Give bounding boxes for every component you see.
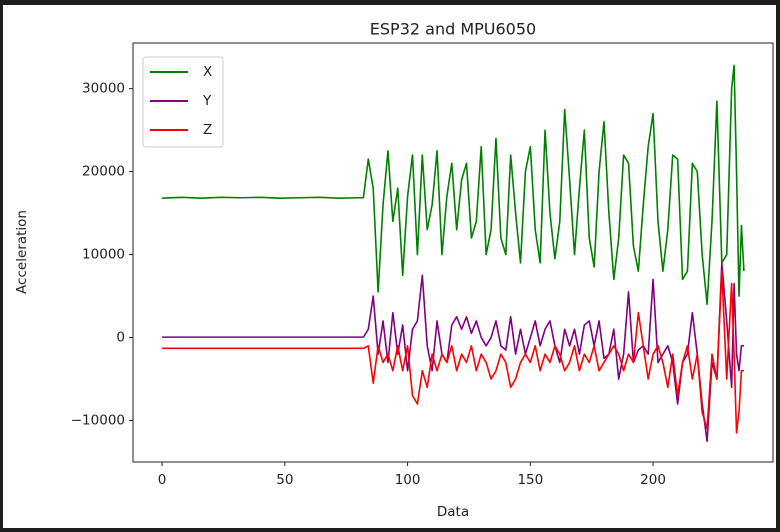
series-line: [162, 270, 744, 434]
y-axis-label: Acceleration: [14, 210, 30, 294]
chart-title: ESP32 and MPU6050: [370, 20, 536, 39]
series-line: [162, 64, 745, 306]
plot-border: [132, 42, 774, 463]
canvas: [3, 5, 776, 528]
x-tick-label: 50: [276, 472, 293, 488]
y-tick-label: −10000: [71, 413, 125, 429]
x-axis-label: Data: [437, 504, 469, 520]
y-tick-label: 0: [116, 330, 125, 346]
legend-label: Z: [203, 122, 212, 138]
y-tick-label: 30000: [82, 81, 125, 97]
y-tick-label: 20000: [82, 164, 125, 180]
x-tick-label: 100: [395, 472, 421, 488]
x-tick-label: 150: [517, 472, 543, 488]
x-tick-label: 0: [158, 472, 167, 488]
y-tick-label: 10000: [82, 247, 125, 263]
legend-label: Y: [202, 93, 212, 109]
x-tick-label: 200: [640, 472, 666, 488]
legend-label: X: [203, 64, 212, 80]
